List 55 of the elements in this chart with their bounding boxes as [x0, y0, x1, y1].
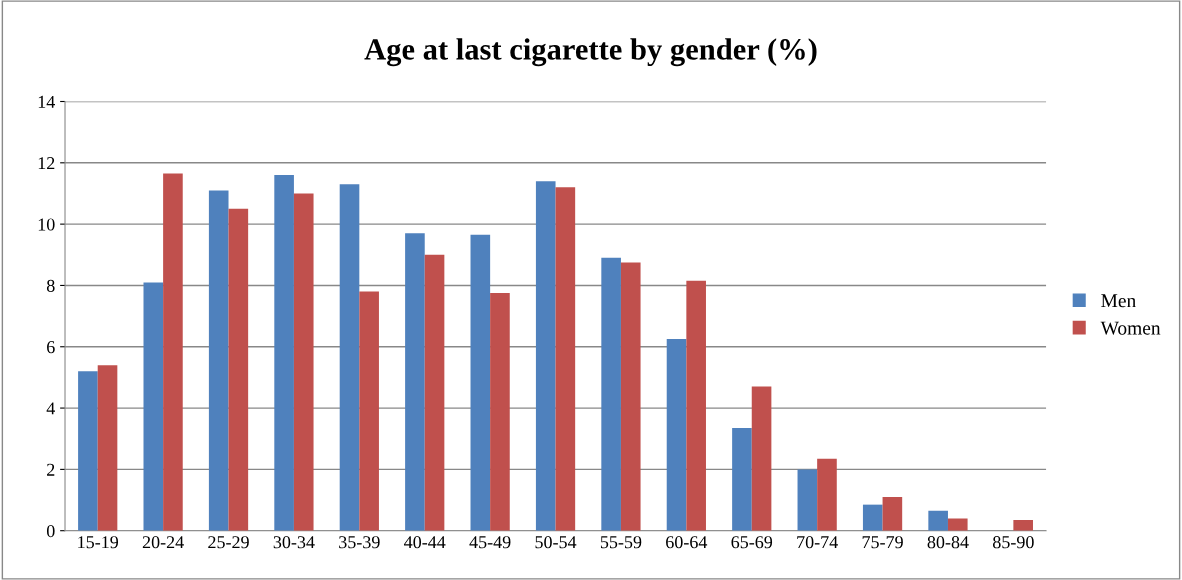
y-tick-label: 6: [47, 341, 55, 354]
bar: [470, 234, 491, 531]
bar: [208, 190, 229, 531]
bar: [405, 233, 425, 531]
x-tick-label: 45-49: [469, 536, 511, 549]
bar: [686, 280, 706, 531]
y-tick-label: 10: [38, 218, 55, 231]
bar: [97, 365, 118, 531]
y-tick-label: 2: [47, 463, 55, 476]
bar: [620, 262, 641, 531]
bar: [78, 371, 98, 531]
x-tick-label: 55-59: [600, 536, 642, 549]
bar: [1013, 519, 1033, 531]
x-tick-label: 40-44: [404, 536, 446, 549]
bar: [928, 510, 948, 531]
x-tick-label: 20-24: [142, 536, 184, 549]
bar: [339, 184, 360, 531]
y-tick-label: 12: [38, 157, 55, 170]
legend-label: Women: [1100, 321, 1161, 335]
x-tick-label: 30-34: [273, 536, 315, 549]
bar: [490, 293, 510, 531]
bar: [947, 518, 968, 531]
x-tick-label: 25-29: [208, 536, 249, 549]
bar: [535, 181, 556, 531]
bar: [817, 458, 837, 531]
bar: [424, 254, 445, 531]
bar: [359, 291, 379, 531]
bar: [228, 208, 249, 531]
x-tick-label: 80-84: [927, 536, 969, 549]
chart-title: Age at last cigarette by gender (%): [364, 38, 817, 67]
x-tick-label: 65-69: [731, 536, 773, 549]
bar: [555, 187, 576, 531]
y-tick-label: 14: [38, 95, 56, 108]
x-tick-label: 85-90: [992, 536, 1034, 549]
bar: [882, 496, 903, 531]
y-tick-label: 4: [46, 402, 56, 415]
x-tick-label: 70-74: [797, 536, 838, 549]
bar: [666, 339, 687, 531]
bar: [751, 386, 772, 531]
bar: [163, 173, 183, 531]
x-tick-label: 75-79: [862, 536, 903, 549]
bar: [274, 175, 294, 531]
bar: [601, 257, 621, 531]
x-tick-label: 35-39: [339, 536, 380, 549]
bar: [862, 504, 883, 531]
x-tick-label: 60-64: [666, 536, 708, 549]
bar: [797, 469, 818, 531]
x-tick-label: 50-54: [535, 536, 577, 549]
x-tick-label: 15-19: [78, 536, 119, 549]
y-tick-label: 0: [46, 524, 55, 538]
y-tick-label: 8: [46, 279, 55, 292]
bar: [143, 282, 164, 531]
bar: [732, 428, 752, 531]
legend-label: Men: [1101, 294, 1136, 308]
bar: [293, 193, 314, 531]
